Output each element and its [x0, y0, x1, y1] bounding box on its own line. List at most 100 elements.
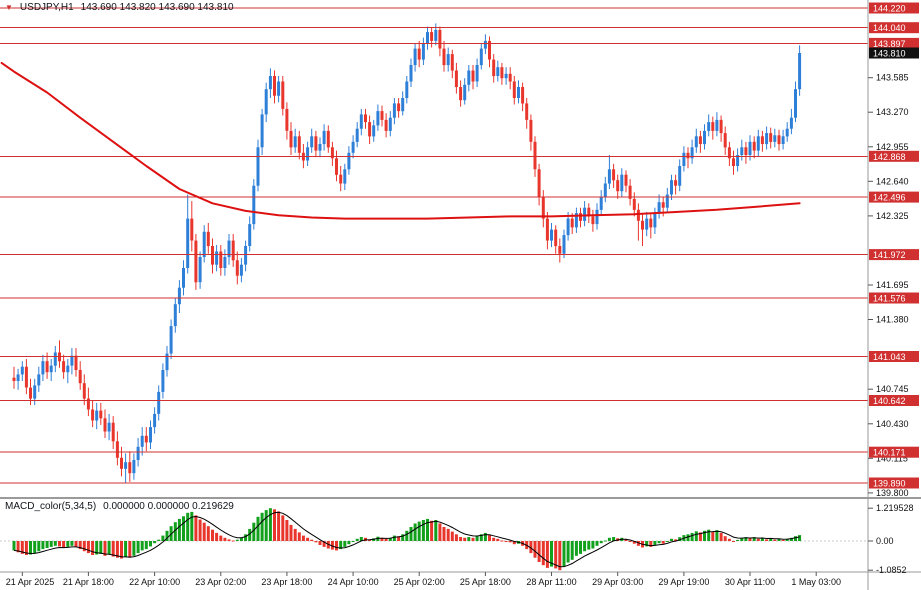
price-level-badge[interactable]	[869, 22, 919, 34]
macd-bar	[186, 512, 190, 541]
macd-bar	[161, 535, 165, 541]
macd-bar	[562, 541, 566, 567]
candle-body	[20, 366, 24, 375]
candle-body	[752, 141, 756, 151]
macd-bar	[215, 532, 219, 541]
macd-bar	[95, 541, 99, 555]
macd-bar	[421, 520, 425, 541]
macd-bar	[405, 530, 409, 541]
candle-body	[355, 128, 359, 142]
candle-body	[649, 218, 653, 228]
candles-layer	[12, 23, 802, 483]
macd-bar	[198, 519, 202, 541]
price-level-badge-label: 142.496	[873, 193, 906, 203]
macd-bar	[347, 541, 351, 545]
price-level-badge[interactable]	[869, 292, 919, 304]
candle-body	[748, 141, 752, 155]
candle-body	[78, 370, 82, 384]
candle-body	[744, 147, 748, 155]
time-axis-label: 21 Apr 18:00	[63, 577, 114, 587]
candle-body	[541, 196, 545, 219]
price-level-badge[interactable]	[869, 446, 919, 458]
candle-body	[120, 457, 123, 469]
macd-bar	[70, 541, 74, 546]
macd-bar	[136, 541, 140, 554]
macd-bar	[289, 524, 293, 541]
price-level-badge[interactable]	[869, 395, 919, 406]
macd-bar	[37, 541, 41, 552]
macd-bar	[182, 516, 185, 541]
macd-bar	[785, 538, 789, 541]
candle-body	[446, 54, 450, 66]
candle-body	[297, 136, 301, 153]
price-level-badge[interactable]	[869, 477, 919, 489]
time-axis-label: 23 Apr 02:00	[195, 577, 246, 587]
macd-bar	[219, 535, 223, 541]
price-level-badge-label: 144.040	[873, 23, 906, 33]
candle-body	[736, 155, 740, 166]
macd-bar	[177, 518, 181, 541]
current-price-badge	[869, 47, 919, 59]
candle-body	[29, 387, 32, 399]
candle-body	[45, 361, 49, 373]
moving-average-line[interactable]	[0, 61, 801, 220]
price-level-badge[interactable]	[869, 2, 919, 14]
chart-header: ▼ USDJPY,H1 143.690 143.820 143.690 143.…	[5, 2, 234, 13]
candle-body	[488, 40, 491, 60]
macd-bar	[707, 529, 711, 541]
macd-bar	[496, 538, 500, 541]
candle-body	[194, 240, 198, 283]
macd-bar	[384, 538, 388, 541]
macd-bar	[339, 541, 343, 550]
macd-bar	[512, 541, 516, 545]
macd-bar	[789, 537, 793, 541]
price-level-badge[interactable]	[869, 351, 919, 362]
candle-body	[153, 413, 157, 428]
price-level-badge[interactable]	[869, 191, 919, 203]
macd-bar	[144, 541, 148, 550]
macd-bar	[670, 538, 673, 541]
pane-splitter[interactable]	[0, 497, 921, 499]
candle-body	[562, 235, 566, 254]
candle-body	[545, 218, 549, 241]
candle-body	[239, 264, 243, 276]
candle-body	[798, 53, 802, 90]
macd-bar	[636, 541, 640, 546]
macd-bar	[314, 541, 318, 543]
candle-body	[504, 73, 508, 79]
candle-body	[607, 169, 611, 184]
macd-bar	[599, 541, 603, 544]
candle-body	[785, 128, 789, 137]
candle-body	[430, 32, 434, 41]
candle-body	[376, 111, 380, 126]
macd-bar	[124, 541, 128, 558]
macd-bar	[719, 532, 723, 541]
macd-bar	[686, 534, 690, 541]
macd-bar	[574, 541, 578, 556]
candle-body	[74, 355, 78, 370]
macd-bar	[715, 530, 719, 541]
price-level-badge[interactable]	[869, 37, 919, 49]
price-level-badge[interactable]	[869, 150, 919, 162]
price-level-badge[interactable]	[869, 249, 919, 261]
candle-body	[273, 76, 276, 96]
candle-body	[508, 73, 512, 82]
macd-bar	[330, 541, 334, 550]
price-level-badge-label: 139.890	[873, 479, 906, 489]
candle-body	[165, 353, 169, 371]
macd-bar	[488, 535, 491, 541]
candle-body	[574, 213, 578, 228]
symbol-timeframe-label: USDJPY,H1	[19, 2, 74, 13]
price-tick-label: 141.380	[876, 315, 909, 325]
candle-body	[612, 169, 616, 181]
candle-body	[711, 122, 715, 131]
macd-bar	[727, 538, 731, 541]
candle-body	[24, 366, 28, 388]
candle-body	[537, 169, 541, 197]
macd-bar	[798, 535, 802, 541]
macd-bar	[33, 541, 37, 554]
macd-bar	[430, 520, 434, 541]
macd-bar	[773, 539, 777, 541]
